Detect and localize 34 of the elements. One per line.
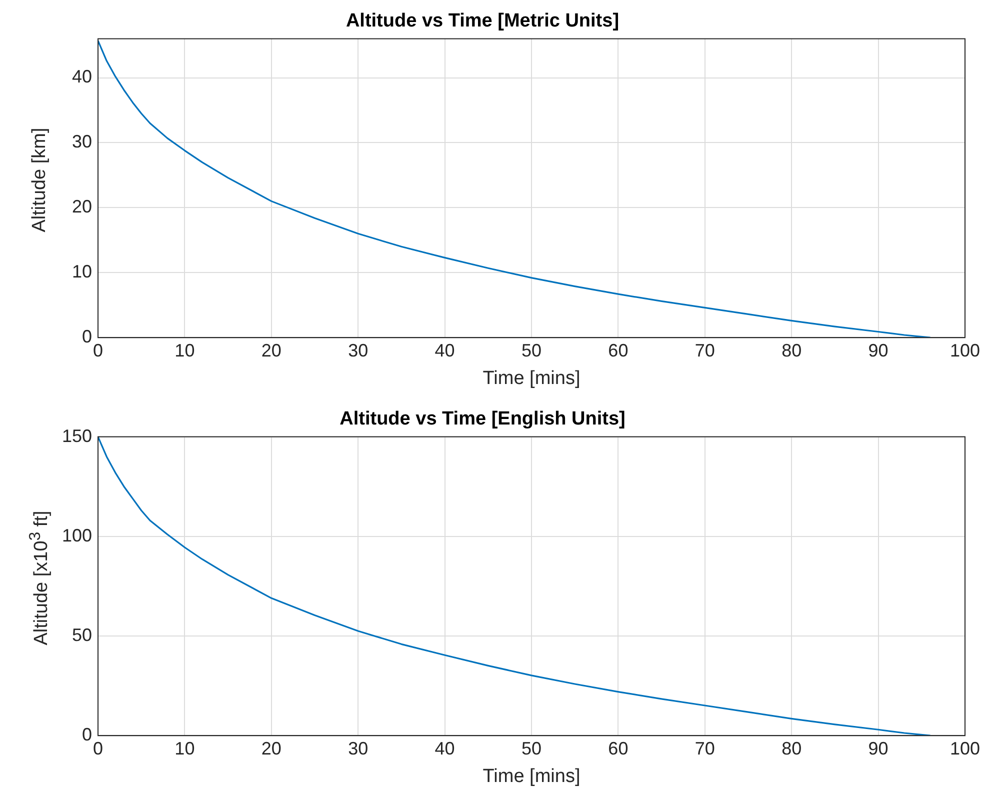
x-tick-label: 10 bbox=[174, 738, 195, 758]
x-tick-label: 10 bbox=[174, 340, 195, 360]
x-axis-title: Time [mins] bbox=[482, 766, 580, 787]
y-tick-label: 150 bbox=[62, 426, 92, 446]
x-tick-label: 70 bbox=[694, 738, 715, 758]
x-tick-label: 40 bbox=[434, 738, 455, 758]
x-tick-label: 50 bbox=[521, 340, 542, 360]
x-axis-title: Time [mins] bbox=[482, 368, 580, 389]
x-tick-label: 20 bbox=[261, 340, 282, 360]
x-tick-label: 90 bbox=[868, 738, 888, 758]
x-tick-label: 60 bbox=[608, 738, 628, 758]
y-tick-label: 20 bbox=[72, 196, 92, 217]
x-tick-label: 100 bbox=[950, 340, 980, 360]
y-axis-title: Altitude [km] bbox=[29, 128, 51, 232]
y-tick-label: 0 bbox=[82, 724, 92, 745]
x-tick-label: 80 bbox=[782, 738, 802, 758]
x-tick-label: 30 bbox=[348, 340, 368, 360]
y-tick-label: 40 bbox=[72, 66, 92, 87]
x-tick-label: 40 bbox=[434, 340, 455, 360]
x-tick-label: 50 bbox=[521, 738, 542, 758]
x-tick-label: 20 bbox=[261, 738, 282, 758]
y-tick-label: 10 bbox=[72, 262, 92, 282]
x-tick-label: 60 bbox=[608, 340, 628, 360]
chart-title: Altitude vs Time [Metric Units] bbox=[346, 10, 620, 32]
x-tick-label: 70 bbox=[694, 340, 715, 360]
x-tick-label: 90 bbox=[868, 340, 888, 360]
y-tick-label: 50 bbox=[72, 624, 92, 645]
x-tick-label: 80 bbox=[782, 340, 802, 360]
y-tick-label: 30 bbox=[72, 132, 92, 152]
y-tick-label: 100 bbox=[62, 525, 92, 546]
x-tick-label: 30 bbox=[348, 738, 368, 758]
chart-title: Altitude vs Time [English Units] bbox=[340, 408, 626, 430]
x-tick-label: 100 bbox=[950, 738, 980, 758]
y-tick-label: 0 bbox=[82, 326, 92, 347]
